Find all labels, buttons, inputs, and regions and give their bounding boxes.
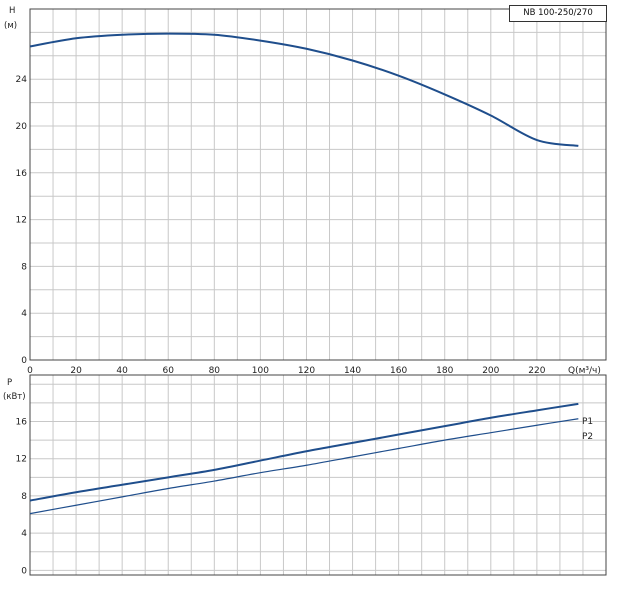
- power-grid: [30, 375, 606, 575]
- x-tick-label: 140: [344, 366, 361, 376]
- x-tick-label: 180: [436, 366, 453, 376]
- head-axis-title: H: [9, 6, 15, 16]
- series-label-p2: P2: [582, 432, 593, 442]
- x-tick-label: 60: [163, 366, 175, 376]
- power-axis-title: P: [7, 378, 12, 388]
- power-axis-unit: (кВт): [3, 392, 26, 402]
- x-tick-label: 120: [298, 366, 315, 376]
- power-curve-p1: [29, 402, 579, 502]
- head-curve-line: [29, 32, 579, 147]
- head-y-tick-label: 16: [16, 169, 28, 179]
- model-label: NB 100-250/270: [509, 5, 607, 22]
- x-tick-label: 20: [70, 366, 82, 376]
- curves: [29, 32, 579, 515]
- head-y-tick-label: 20: [16, 122, 28, 132]
- power-ticks: 0 4 8 12 16: [16, 418, 28, 577]
- head-y-tick-label: 4: [21, 309, 27, 319]
- power-plot-frame: [29, 374, 607, 576]
- x-tick-label: 100: [252, 366, 269, 376]
- power-y-tick-label: 4: [21, 529, 27, 539]
- power-curve-p2: [29, 418, 579, 515]
- head-plot-frame: [29, 8, 607, 361]
- x-tick-label: 80: [209, 366, 221, 376]
- head-y-tick-label: 24: [16, 75, 28, 85]
- x-tick-label: 160: [390, 366, 407, 376]
- x-tick-label: 220: [528, 366, 545, 376]
- power-y-tick-label: 16: [16, 418, 28, 428]
- power-y-tick-label: 8: [21, 492, 27, 502]
- head-y-tick-label: 0: [21, 356, 27, 366]
- head-axis-unit: (м): [4, 21, 17, 31]
- x-tick-label: 0: [27, 366, 33, 376]
- head-y-tick-label: 8: [21, 262, 27, 272]
- x-tick-label: 40: [116, 366, 128, 376]
- head-y-tick-label: 12: [16, 216, 27, 226]
- head-ticks: 0 20 40 60 80 100 120 140 160 180 200 220 0 4 8 12 16 20 2…: [16, 75, 546, 376]
- x-tick-label: 200: [482, 366, 499, 376]
- power-y-tick-label: 12: [16, 455, 27, 465]
- x-axis-title: Q(м³/ч): [568, 366, 601, 376]
- head-grid: [30, 9, 606, 360]
- power-y-tick-label: 0: [21, 566, 27, 576]
- series-label-p1: P1: [582, 417, 593, 427]
